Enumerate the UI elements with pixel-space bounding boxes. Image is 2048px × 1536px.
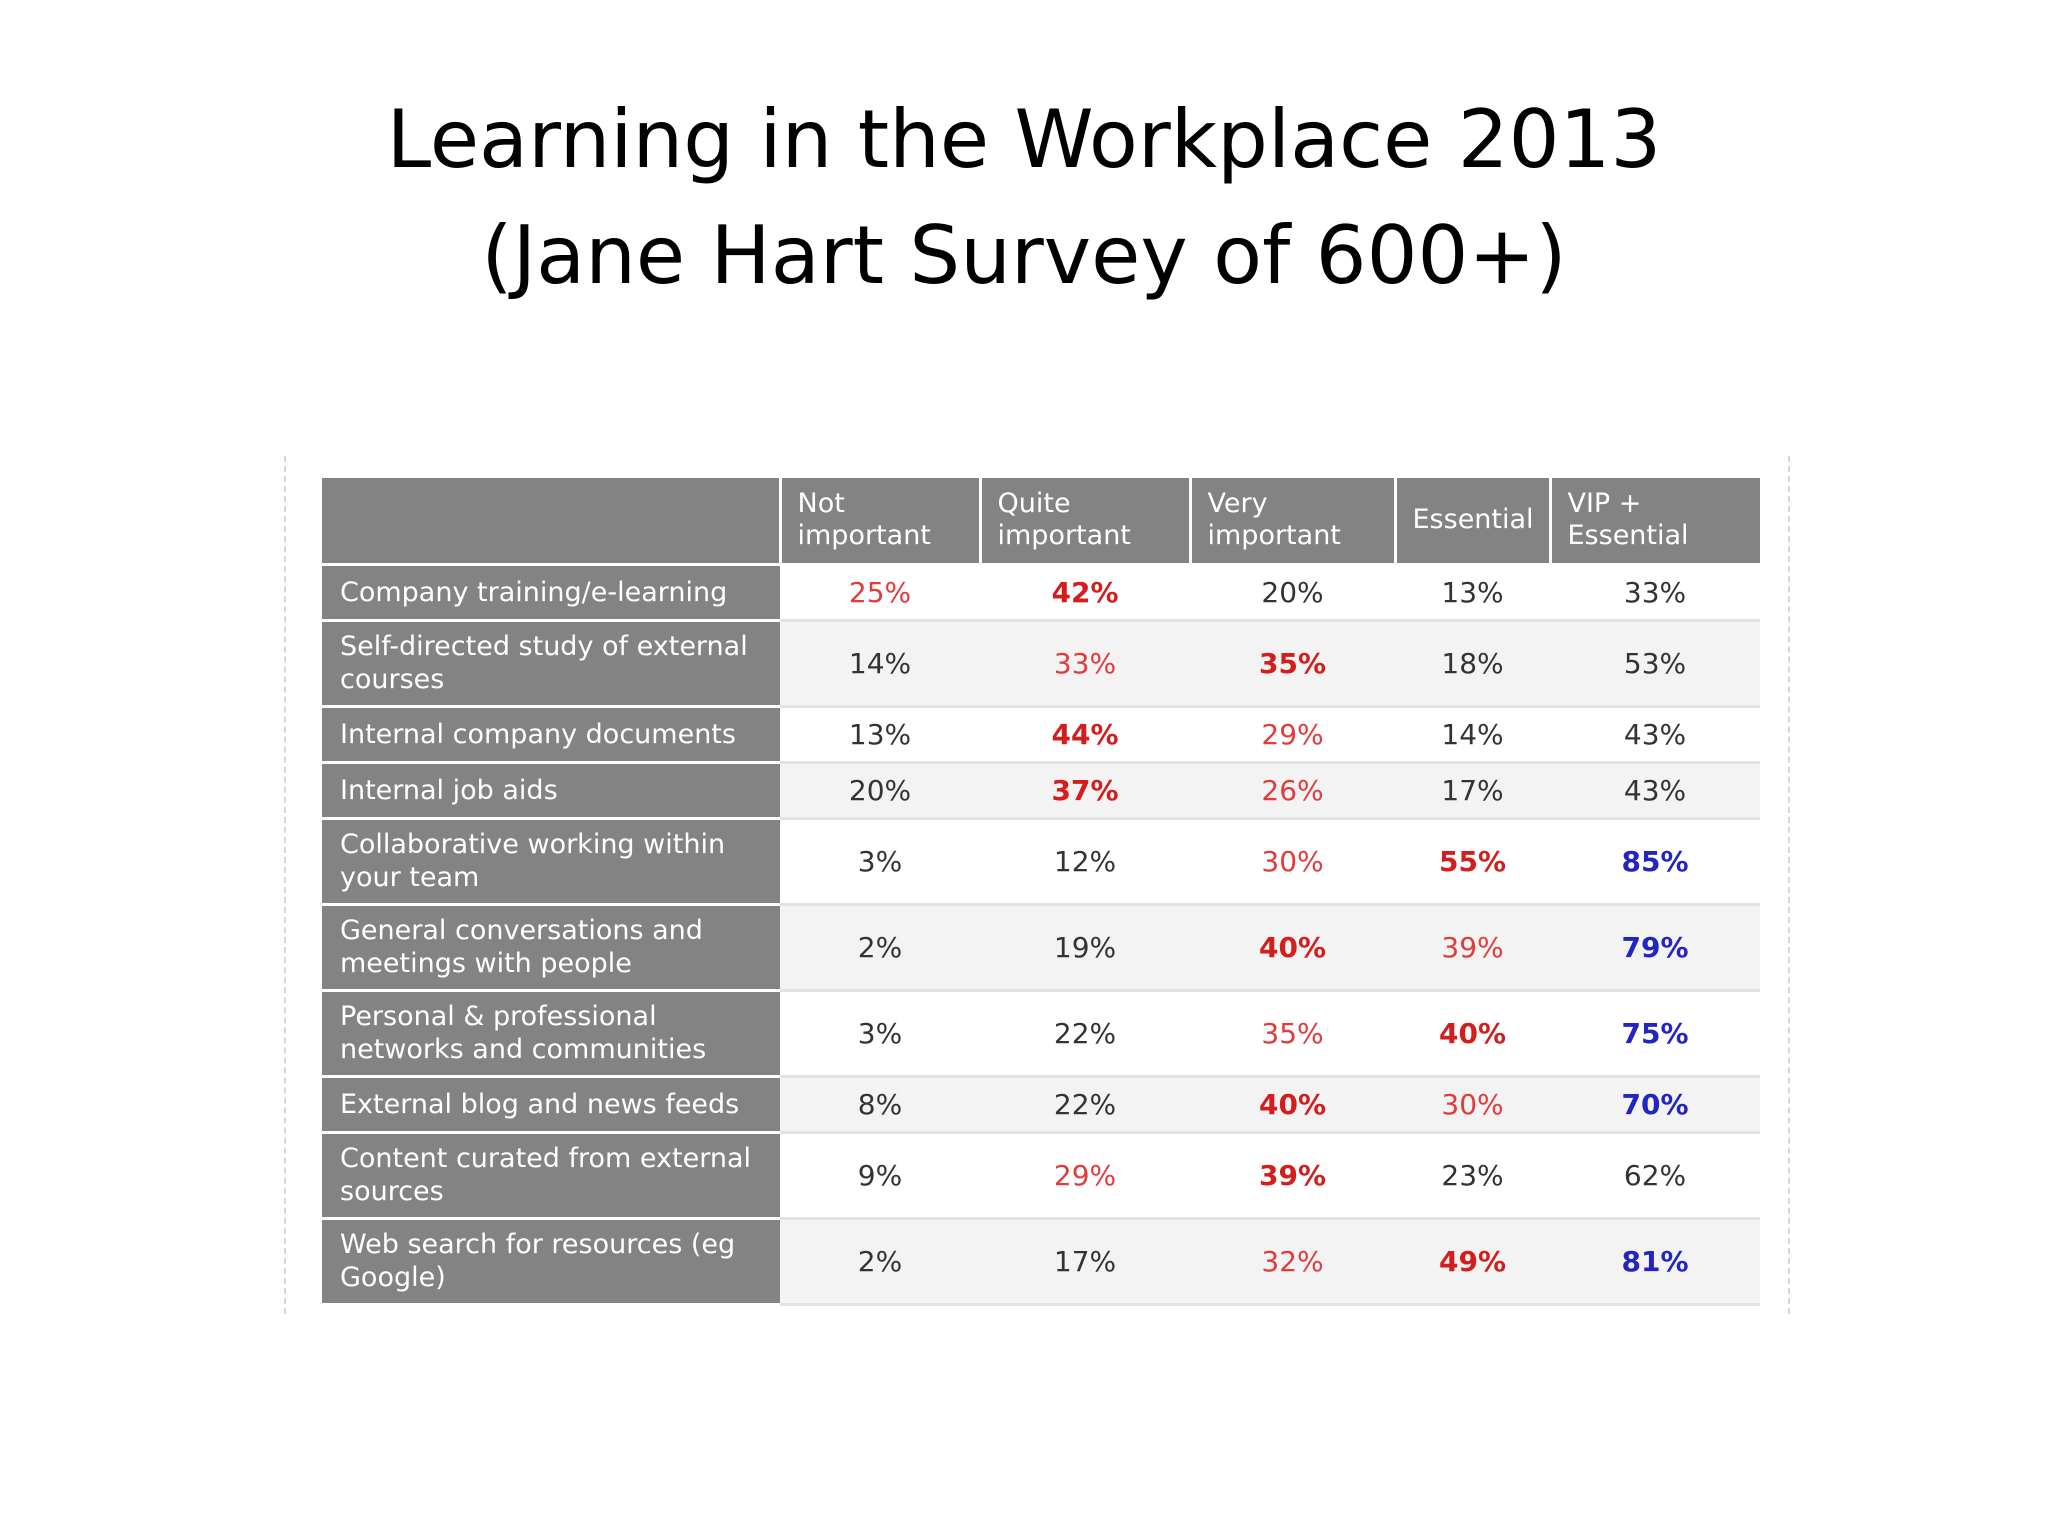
- row-label: Internal job aids: [322, 762, 780, 820]
- row-label: Self-directed study of external courses: [322, 620, 780, 708]
- value-cell: 22%: [980, 1076, 1190, 1134]
- table-frame: [284, 456, 1790, 1314]
- header-not-important: Not important: [780, 478, 982, 566]
- value-cell: 85%: [1550, 818, 1760, 906]
- header-line: Very: [1207, 488, 1268, 520]
- value-cell: 14%: [1395, 706, 1550, 764]
- row-label: General conversations and meetings with …: [322, 904, 780, 992]
- value-cell: 9%: [780, 1132, 980, 1220]
- title-line-1: Learning in the Workplace 2013: [386, 93, 1662, 186]
- row-label: External blog and news feeds: [322, 1076, 780, 1134]
- header-vip-essential: VIP + Essential: [1550, 478, 1760, 566]
- row-label: Web search for resources (eg Google): [322, 1218, 780, 1306]
- value-cell: 23%: [1395, 1132, 1550, 1220]
- value-cell: 43%: [1550, 706, 1760, 764]
- value-cell: 3%: [780, 818, 980, 906]
- header-line: VIP +: [1567, 488, 1642, 520]
- value-cell: 8%: [780, 1076, 980, 1134]
- value-cell: 14%: [780, 620, 980, 708]
- header-line: Essential: [1412, 504, 1534, 536]
- value-cell: 12%: [980, 818, 1190, 906]
- value-cell: 17%: [1395, 762, 1550, 820]
- value-cell: 30%: [1190, 818, 1395, 906]
- row-label: Collaborative working within your team: [322, 818, 780, 906]
- title-line-2: (Jane Hart Survey of 600+): [481, 209, 1567, 302]
- value-cell: 35%: [1190, 990, 1395, 1078]
- value-cell: 35%: [1190, 620, 1395, 708]
- header-line: important: [1207, 520, 1341, 552]
- table-row: Content curated from external sources 9% 2…: [322, 1132, 1760, 1220]
- value-cell: 13%: [1395, 564, 1550, 622]
- value-cell: 32%: [1190, 1218, 1395, 1306]
- header-line: important: [797, 520, 931, 552]
- header-line: Essential: [1567, 520, 1689, 552]
- header-row: Not important Quite important Very impor…: [322, 478, 1760, 566]
- header-essential: Essential: [1395, 478, 1552, 566]
- value-cell: 55%: [1395, 818, 1550, 906]
- table-row: Self-directed study of external courses 1…: [322, 620, 1760, 708]
- value-cell: 40%: [1395, 990, 1550, 1078]
- header-very-important: Very important: [1190, 478, 1397, 566]
- value-cell: 26%: [1190, 762, 1395, 820]
- value-cell: 39%: [1190, 1132, 1395, 1220]
- value-cell: 13%: [780, 706, 980, 764]
- value-cell: 81%: [1550, 1218, 1760, 1306]
- value-cell: 30%: [1395, 1076, 1550, 1134]
- value-cell: 37%: [980, 762, 1190, 820]
- value-cell: 62%: [1550, 1132, 1760, 1220]
- header-line: Quite: [997, 488, 1071, 520]
- value-cell: 2%: [780, 904, 980, 992]
- value-cell: 22%: [980, 990, 1190, 1078]
- row-label: Internal company documents: [322, 706, 780, 764]
- value-cell: 75%: [1550, 990, 1760, 1078]
- row-label: Content curated from external sources: [322, 1132, 780, 1220]
- value-cell: 3%: [780, 990, 980, 1078]
- header-corner: [322, 478, 782, 566]
- slide-title: Learning in the Workplace 2013 (Jane Har…: [0, 82, 2048, 314]
- header-quite-important: Quite important: [980, 478, 1192, 566]
- table-row: Collaborative working within your team 3%…: [322, 818, 1760, 906]
- value-cell: 53%: [1550, 620, 1760, 708]
- value-cell: 44%: [980, 706, 1190, 764]
- value-cell: 79%: [1550, 904, 1760, 992]
- value-cell: 40%: [1190, 904, 1395, 992]
- value-cell: 49%: [1395, 1218, 1550, 1306]
- value-cell: 29%: [1190, 706, 1395, 764]
- value-cell: 70%: [1550, 1076, 1760, 1134]
- header-line: important: [997, 520, 1131, 552]
- table-row: Internal job aids 20% 37% 26% 17% 43%: [322, 762, 1760, 820]
- value-cell: 42%: [980, 564, 1190, 622]
- table-row: Internal company documents 13% 44% 29% 14% 43…: [322, 706, 1760, 764]
- survey-table: Not important Quite important Very impor…: [322, 478, 1760, 1306]
- value-cell: 39%: [1395, 904, 1550, 992]
- value-cell: 33%: [1550, 564, 1760, 622]
- table-row: Web search for resources (eg Google) 2% 17…: [322, 1218, 1760, 1306]
- value-cell: 17%: [980, 1218, 1190, 1306]
- table-row: Company training/e-learning 25% 42% 20% 13% 3…: [322, 564, 1760, 622]
- table-row: General conversations and meetings with …: [322, 904, 1760, 992]
- value-cell: 18%: [1395, 620, 1550, 708]
- value-cell: 25%: [780, 564, 980, 622]
- value-cell: 29%: [980, 1132, 1190, 1220]
- value-cell: 20%: [780, 762, 980, 820]
- value-cell: 2%: [780, 1218, 980, 1306]
- table-body: Company training/e-learning 25% 42% 20% 13% 3…: [322, 564, 1760, 1306]
- value-cell: 33%: [980, 620, 1190, 708]
- row-label: Company training/e-learning: [322, 564, 780, 622]
- value-cell: 19%: [980, 904, 1190, 992]
- value-cell: 43%: [1550, 762, 1760, 820]
- value-cell: 20%: [1190, 564, 1395, 622]
- row-label: Personal & professional networks and com…: [322, 990, 780, 1078]
- table-row: Personal & professional networks and com…: [322, 990, 1760, 1078]
- table-row: External blog and news feeds 8% 22% 40% 30% 7…: [322, 1076, 1760, 1134]
- header-line: Not: [797, 488, 845, 520]
- value-cell: 40%: [1190, 1076, 1395, 1134]
